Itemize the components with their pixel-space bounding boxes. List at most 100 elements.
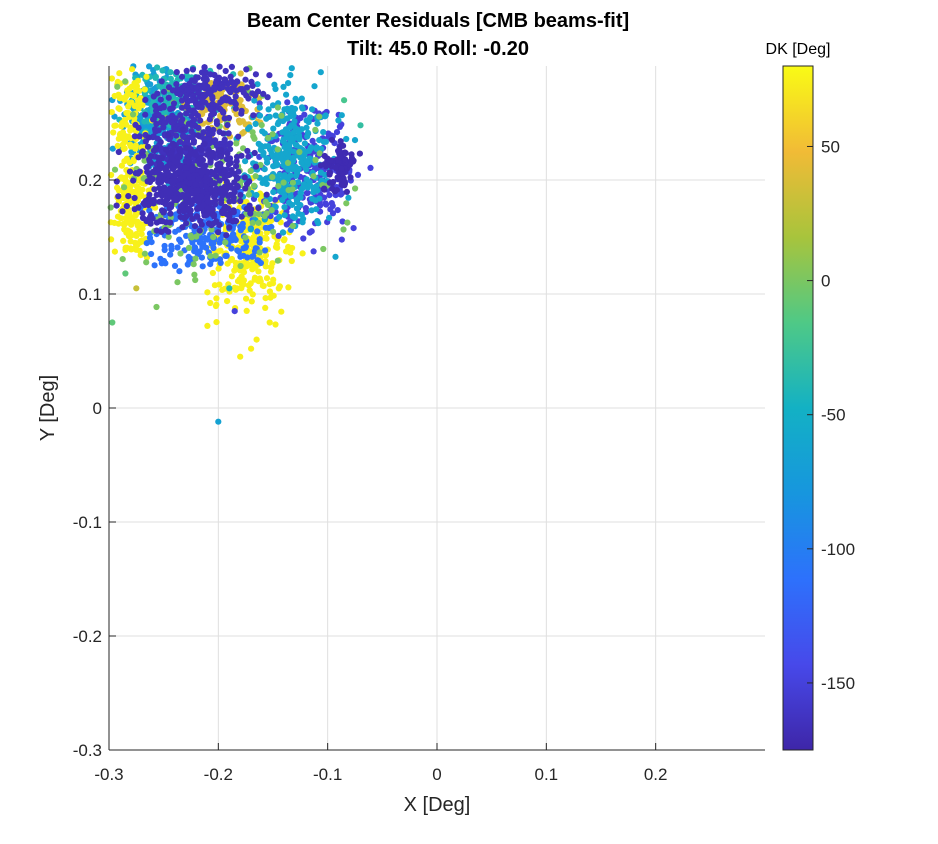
data-point xyxy=(274,104,281,111)
data-point xyxy=(280,179,287,186)
data-point xyxy=(274,121,281,128)
data-point xyxy=(124,227,131,234)
data-point xyxy=(152,128,159,135)
data-point xyxy=(237,353,244,360)
data-point xyxy=(285,80,292,87)
data-point xyxy=(233,175,241,182)
data-point xyxy=(296,136,303,143)
data-point xyxy=(343,135,350,143)
data-point xyxy=(171,142,178,149)
data-point xyxy=(224,150,231,157)
data-point xyxy=(228,245,235,252)
data-point xyxy=(228,184,235,191)
data-point xyxy=(303,176,310,183)
data-point xyxy=(138,231,145,238)
data-point xyxy=(285,142,292,149)
data-point xyxy=(252,92,259,99)
data-point xyxy=(247,226,254,233)
data-point xyxy=(110,129,117,136)
data-point xyxy=(236,119,243,126)
data-point xyxy=(321,113,329,120)
colorbar-tick-label: -50 xyxy=(821,406,846,425)
data-point xyxy=(263,275,271,282)
data-point xyxy=(114,142,121,149)
data-point xyxy=(317,169,325,176)
data-point xyxy=(162,198,170,205)
data-point xyxy=(295,128,302,135)
data-point xyxy=(309,137,316,144)
data-point xyxy=(256,112,264,119)
data-point xyxy=(300,235,307,242)
data-point xyxy=(159,67,166,74)
data-point xyxy=(212,252,219,259)
data-point xyxy=(334,207,341,214)
data-point xyxy=(267,268,275,275)
data-point xyxy=(132,142,139,149)
data-point xyxy=(204,289,211,296)
data-point xyxy=(219,108,226,115)
data-point xyxy=(281,172,288,179)
data-point xyxy=(325,130,332,137)
data-point xyxy=(170,186,177,193)
data-point xyxy=(230,232,237,239)
data-point xyxy=(122,78,129,85)
data-point xyxy=(209,100,216,107)
data-point xyxy=(146,176,154,183)
data-point xyxy=(143,240,150,247)
data-point xyxy=(165,233,172,240)
data-point xyxy=(248,262,255,270)
data-point xyxy=(227,192,234,199)
x-tick-label: -0.3 xyxy=(94,765,123,784)
data-point xyxy=(167,210,174,217)
data-point xyxy=(354,171,362,178)
data-point xyxy=(238,213,245,220)
data-point xyxy=(166,171,173,179)
data-point xyxy=(199,97,206,104)
data-point xyxy=(228,255,235,263)
data-point xyxy=(251,149,258,157)
data-point xyxy=(219,286,226,293)
data-point xyxy=(199,263,206,270)
data-point xyxy=(174,153,181,160)
data-point xyxy=(238,280,245,288)
data-point xyxy=(204,322,211,329)
colorbar-tick-label: -150 xyxy=(821,674,855,693)
data-point xyxy=(191,78,198,85)
data-point xyxy=(234,247,241,254)
data-point xyxy=(136,133,143,140)
data-point xyxy=(278,112,285,119)
data-point xyxy=(176,169,183,176)
data-point xyxy=(126,211,133,218)
data-point xyxy=(148,250,155,258)
data-point xyxy=(221,115,228,122)
data-point xyxy=(281,212,288,219)
data-point xyxy=(143,73,150,80)
data-point xyxy=(115,91,122,98)
data-point xyxy=(298,104,306,111)
data-point xyxy=(237,70,244,77)
colorbar xyxy=(782,65,814,751)
data-point xyxy=(195,176,202,183)
data-point xyxy=(338,165,345,172)
data-point xyxy=(207,299,214,307)
data-point xyxy=(293,142,300,149)
data-point xyxy=(134,222,141,229)
y-tick-label: 0 xyxy=(93,399,102,418)
data-point xyxy=(307,114,314,121)
data-point xyxy=(171,195,179,202)
data-point xyxy=(152,102,159,109)
data-point xyxy=(344,219,351,226)
data-point xyxy=(242,243,249,250)
data-point xyxy=(183,220,190,227)
data-point xyxy=(284,106,291,114)
data-point xyxy=(120,191,127,198)
data-point xyxy=(152,73,159,80)
data-point xyxy=(183,144,190,151)
data-point xyxy=(188,197,195,204)
data-point xyxy=(160,104,167,111)
data-point xyxy=(266,319,273,326)
data-point xyxy=(274,244,281,251)
data-point xyxy=(225,130,232,137)
data-point xyxy=(195,124,202,131)
data-point xyxy=(287,249,294,256)
